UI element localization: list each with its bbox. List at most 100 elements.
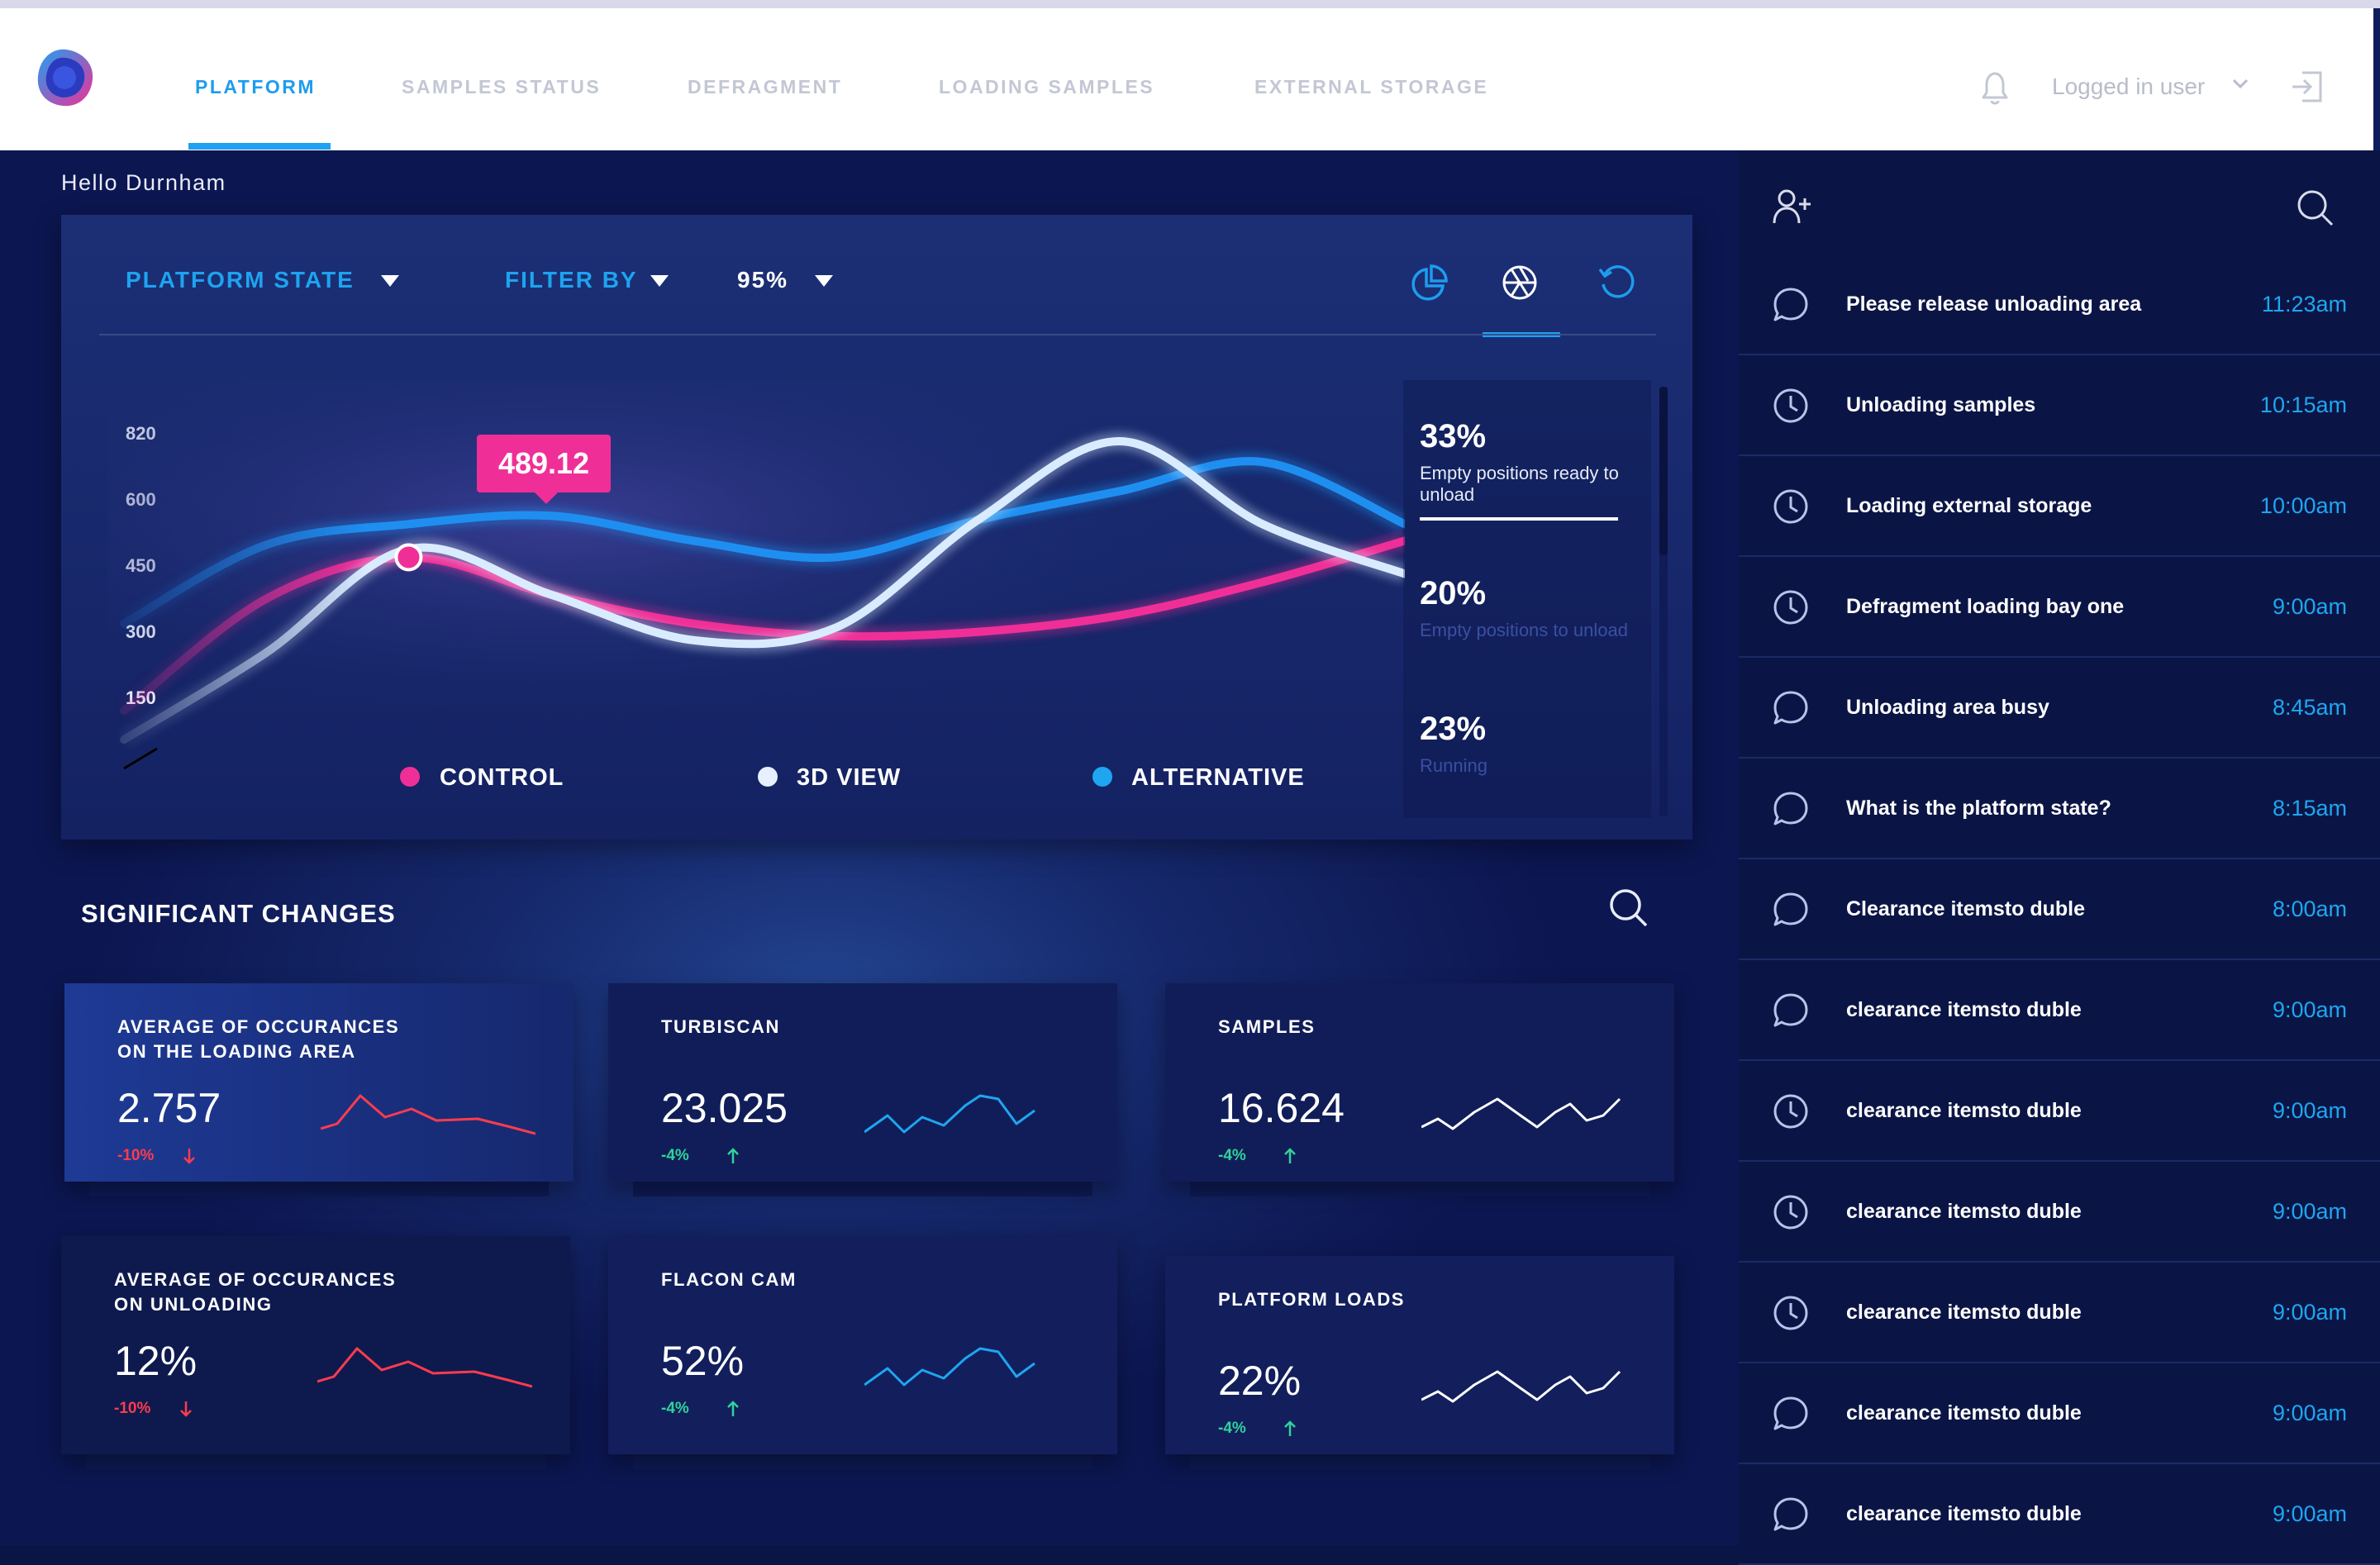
stats-scrollbar[interactable] <box>1659 387 1668 816</box>
highlight-point[interactable] <box>394 543 423 572</box>
user-menu-label[interactable]: Logged in user <box>2052 74 2206 99</box>
message-time: 9:00am <box>2272 1199 2347 1224</box>
metric-card[interactable] <box>1165 1256 1674 1454</box>
stat-label: Empty positions ready to unload <box>1420 463 1619 505</box>
tab-defragment[interactable]: DEFRAGMENT <box>688 76 843 98</box>
message-row[interactable]: Please release unloading area 11:23am <box>1739 254 2380 355</box>
stat-value: 23% <box>1420 711 1487 747</box>
legend-alternative[interactable]: ALTERNATIVE <box>1131 764 1305 791</box>
metric-card[interactable] <box>61 1236 570 1454</box>
message-row[interactable]: Defragment loading bay one 9:00am <box>1739 557 2380 658</box>
refresh-icon[interactable] <box>1597 263 1636 302</box>
metric-card[interactable] <box>608 1236 1117 1454</box>
message-text: clearance itemsto duble <box>1846 1301 2082 1324</box>
tab-external-storage[interactable]: EXTERNAL STORAGE <box>1254 76 1489 98</box>
dropdown-arrow-icon[interactable] <box>650 275 669 287</box>
card-delta: -10% <box>117 1147 155 1164</box>
clock-icon <box>1773 1094 1808 1129</box>
message-time: 8:15am <box>2272 796 2347 821</box>
line-chart <box>107 380 1405 777</box>
metric-card[interactable] <box>1165 983 1674 1182</box>
sparkline <box>1421 1370 1621 1403</box>
card-delta: -4% <box>1218 1420 1246 1437</box>
card-value: 16.624 <box>1218 1085 1345 1131</box>
message-time: 8:45am <box>2272 695 2347 720</box>
search-icon[interactable] <box>2294 187 2335 228</box>
message-time: 10:00am <box>2259 493 2347 518</box>
arrow-down-icon <box>183 1149 195 1164</box>
dropdown-arrow-icon[interactable] <box>815 275 833 287</box>
card-title: AVERAGE OF OCCURANCES ON UNLOADING <box>114 1269 397 1315</box>
message-row[interactable]: clearance itemsto duble 9:00am <box>1739 1061 2380 1162</box>
search-icon[interactable] <box>1608 887 1649 929</box>
platform-state-dropdown[interactable]: PLATFORM STATE <box>126 267 355 293</box>
message-text: Please release unloading area <box>1846 293 2142 316</box>
series-line-3d-view[interactable] <box>120 437 1405 744</box>
chat-icon <box>1773 1396 1808 1430</box>
message-row[interactable]: clearance itemsto duble 9:00am <box>1739 1263 2380 1363</box>
message-row[interactable]: Loading external storage 10:00am <box>1739 456 2380 557</box>
chat-icon <box>1773 892 1808 926</box>
message-row[interactable]: clearance itemsto duble 9:00am <box>1739 1464 2380 1565</box>
right-panel <box>1739 150 2380 1545</box>
card-title: TURBISCAN <box>661 1016 780 1037</box>
message-row[interactable]: clearance itemsto duble 9:00am <box>1739 1363 2380 1464</box>
message-row[interactable]: Unloading samples 10:15am <box>1739 355 2380 456</box>
stat-label: Empty positions to unload <box>1420 620 1628 640</box>
message-time: 10:15am <box>2259 392 2347 417</box>
message-text: clearance itemsto duble <box>1846 1200 2082 1223</box>
logout-icon[interactable] <box>2289 69 2324 104</box>
message-row[interactable]: What is the platform state? 8:15am <box>1739 759 2380 859</box>
message-text: clearance itemsto duble <box>1846 1502 2082 1525</box>
tab-platform[interactable]: PLATFORM <box>195 76 317 98</box>
message-text: clearance itemsto duble <box>1846 998 2082 1021</box>
clock-icon <box>1773 1296 1808 1330</box>
card-value: 2.757 <box>117 1085 221 1131</box>
chat-icon <box>1773 691 1808 725</box>
message-row[interactable]: Clearance itemsto duble 8:00am <box>1739 859 2380 960</box>
logo-icon <box>37 49 93 107</box>
chevron-down-icon[interactable] <box>2231 78 2249 89</box>
message-text: clearance itemsto duble <box>1846 1401 2082 1425</box>
clock-icon <box>1773 388 1808 423</box>
metric-card[interactable] <box>64 983 574 1182</box>
arrow-up-icon <box>1284 1420 1296 1436</box>
chat-icon <box>1773 288 1808 321</box>
tab-samples-status[interactable]: SAMPLES STATUS <box>402 76 602 98</box>
stats-scrollbar-thumb[interactable] <box>1659 387 1668 555</box>
section-title: SIGNIFICANT CHANGES <box>81 899 396 928</box>
card-title: SAMPLES <box>1218 1016 1316 1037</box>
message-text: Unloading samples <box>1846 393 2036 416</box>
sparkline <box>321 1094 536 1135</box>
message-text: clearance itemsto duble <box>1846 1099 2082 1122</box>
message-text: Unloading area busy <box>1846 696 2049 719</box>
percent-dropdown[interactable]: 95% <box>737 267 789 293</box>
dropdown-arrow-icon[interactable] <box>381 275 399 287</box>
message-row[interactable]: clearance itemsto duble 9:00am <box>1739 1162 2380 1263</box>
arrow-up-icon <box>727 1401 739 1416</box>
tab-loading-samples[interactable]: LOADING SAMPLES <box>939 76 1155 98</box>
filter-by-dropdown[interactable]: FILTER BY <box>505 267 638 293</box>
aperture-icon[interactable] <box>1500 263 1540 302</box>
legend-3d-view[interactable]: 3D VIEW <box>797 764 902 791</box>
greeting: Hello Durnham <box>61 170 226 195</box>
legend-control[interactable]: CONTROL <box>440 764 564 791</box>
chat-icon <box>1773 1497 1808 1531</box>
arrow-down-icon <box>180 1401 192 1417</box>
panel-divider <box>99 334 1656 335</box>
message-text: Defragment loading bay one <box>1846 595 2125 618</box>
top-bar-edge <box>2373 8 2380 150</box>
metric-card[interactable] <box>608 983 1117 1182</box>
active-tab-indicator <box>188 143 331 150</box>
card-delta: -4% <box>661 1147 689 1164</box>
chat-icon <box>1773 792 1808 825</box>
add-user-icon[interactable] <box>1772 187 1813 228</box>
series-line-control[interactable] <box>120 536 1405 715</box>
message-row[interactable]: Unloading area busy 8:45am <box>1739 658 2380 759</box>
sparkline <box>864 1347 1035 1387</box>
pie-chart-icon[interactable] <box>1410 263 1449 302</box>
bell-icon[interactable] <box>1977 68 2013 107</box>
message-row[interactable]: clearance itemsto duble 9:00am <box>1739 960 2380 1061</box>
card-value: 52% <box>661 1338 745 1384</box>
message-text: What is the platform state? <box>1846 797 2111 820</box>
